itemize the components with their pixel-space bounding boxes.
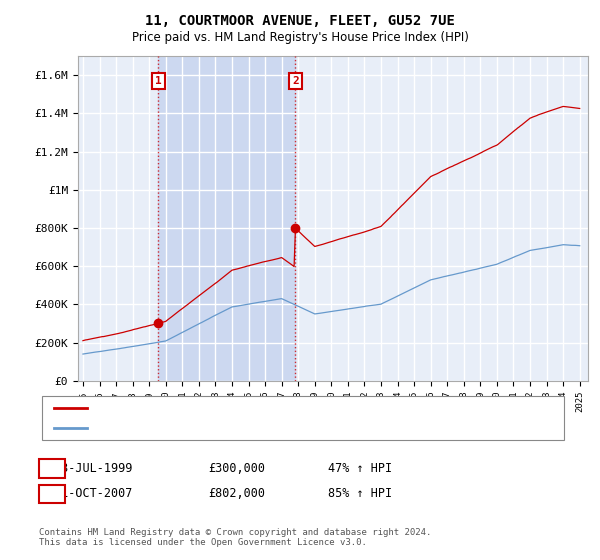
Text: 2: 2 <box>292 76 299 86</box>
Text: 11, COURTMOOR AVENUE, FLEET, GU52 7UE: 11, COURTMOOR AVENUE, FLEET, GU52 7UE <box>145 14 455 28</box>
Text: 2: 2 <box>49 487 55 501</box>
Bar <box>158 56 295 381</box>
Text: 1: 1 <box>49 462 55 475</box>
Text: 31-OCT-2007: 31-OCT-2007 <box>54 487 132 501</box>
Text: Price paid vs. HM Land Registry's House Price Index (HPI): Price paid vs. HM Land Registry's House … <box>131 31 469 44</box>
Text: £300,000: £300,000 <box>209 462 265 475</box>
Text: Contains HM Land Registry data © Crown copyright and database right 2024.
This d: Contains HM Land Registry data © Crown c… <box>39 528 431 548</box>
Text: 23-JUL-1999: 23-JUL-1999 <box>54 462 132 475</box>
Text: 11, COURTMOOR AVENUE, FLEET, GU52 7UE (detached house): 11, COURTMOOR AVENUE, FLEET, GU52 7UE (d… <box>93 403 431 413</box>
Text: 85% ↑ HPI: 85% ↑ HPI <box>328 487 392 501</box>
Text: £802,000: £802,000 <box>209 487 265 501</box>
Text: HPI: Average price, detached house, Hart: HPI: Average price, detached house, Hart <box>93 423 343 433</box>
Text: 1: 1 <box>155 76 162 86</box>
Text: 47% ↑ HPI: 47% ↑ HPI <box>328 462 392 475</box>
